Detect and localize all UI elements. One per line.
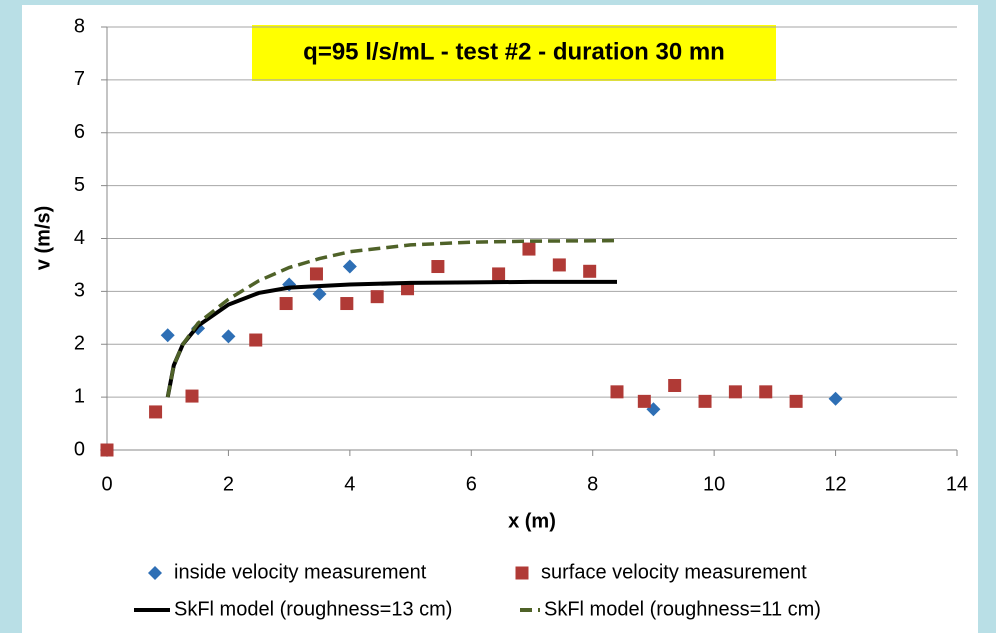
x-tick-label: 6: [466, 473, 477, 495]
square-marker: [249, 333, 263, 347]
square-marker: [279, 297, 293, 311]
square-marker: [759, 385, 773, 399]
y-tick-label: 8: [74, 15, 85, 37]
square-marker: [728, 385, 742, 399]
y-tick-label: 3: [74, 280, 85, 302]
y-tick-label: 1: [74, 385, 85, 407]
x-axis-label: x (m): [508, 510, 556, 532]
square-marker: [431, 260, 445, 274]
square-marker: [610, 385, 624, 399]
square-marker: [370, 290, 384, 304]
square-marker: [401, 282, 415, 296]
y-tick-label: 2: [74, 333, 85, 355]
legend-label: SkFl model (roughness=11 cm): [544, 598, 821, 620]
y-tick-label: 5: [74, 174, 85, 196]
x-tick-label: 10: [703, 473, 725, 495]
diamond-marker: [160, 328, 175, 343]
square-marker: [492, 267, 506, 281]
legend-label: surface velocity measurement: [541, 561, 807, 583]
square-marker: [583, 264, 597, 278]
y-tick-label: 7: [74, 68, 85, 90]
y-tick-label: 6: [74, 121, 85, 143]
square-marker: [100, 443, 114, 457]
model-line: [165, 238, 618, 398]
legend-label: SkFl model (roughness=13 cm): [174, 598, 452, 620]
square-marker: [698, 394, 712, 408]
square-marker: [552, 258, 566, 272]
y-axis-label: v (m/s): [32, 206, 54, 270]
square-marker: [309, 267, 323, 281]
diamond-marker: [312, 287, 327, 302]
square-marker: [789, 394, 803, 408]
square-marker: [522, 242, 536, 256]
x-tick-label: 2: [223, 473, 234, 495]
y-tick-label: 4: [74, 227, 85, 249]
square-marker: [515, 566, 529, 580]
x-tick-label: 12: [824, 473, 846, 495]
x-tick-label: 4: [344, 473, 355, 495]
square-marker: [149, 405, 163, 419]
square-marker: [668, 378, 682, 392]
title-box: [252, 25, 776, 81]
square-marker: [340, 297, 354, 311]
x-tick-label: 0: [101, 473, 112, 495]
diamond-marker: [148, 566, 162, 580]
y-tick-label: 0: [74, 438, 85, 460]
diamond-marker: [342, 259, 357, 274]
legend-label: inside velocity measurement: [174, 561, 427, 583]
chart-title: q=95 l/s/mL - test #2 - duration 30 mn: [303, 38, 725, 65]
diamond-marker: [828, 391, 843, 406]
diamond-marker: [221, 329, 236, 344]
square-marker: [637, 394, 651, 408]
square-marker: [185, 389, 199, 403]
chart-panel: [22, 5, 978, 633]
x-tick-label: 14: [946, 473, 968, 495]
model-line: [165, 279, 617, 398]
x-tick-label: 8: [587, 473, 598, 495]
